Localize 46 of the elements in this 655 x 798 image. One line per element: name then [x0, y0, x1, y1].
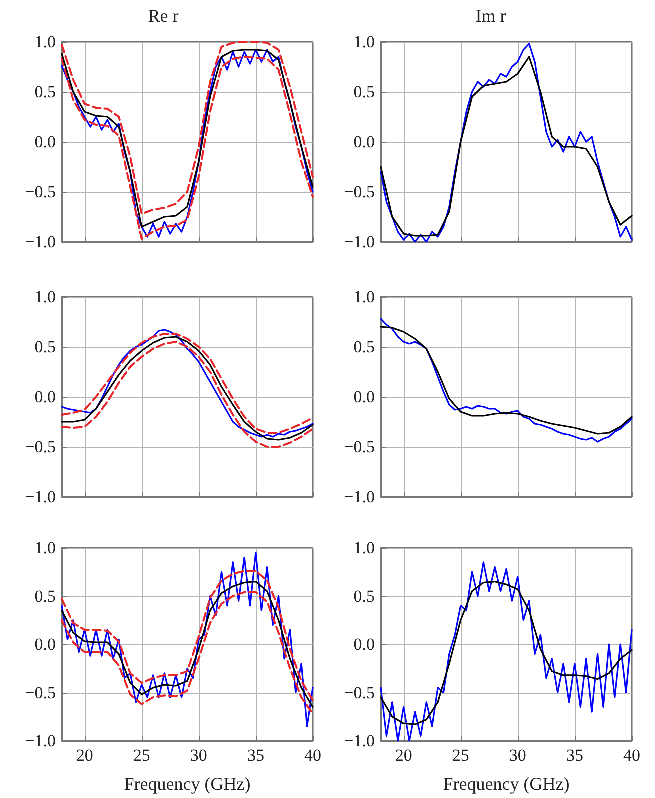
y-tick-label: 1.0: [34, 288, 56, 306]
y-tick-label: 0.5: [34, 338, 56, 356]
y-tick-label: 1.0: [354, 538, 375, 558]
y-tick-label: −1.0: [344, 488, 375, 506]
x-tick-label: 20: [76, 746, 94, 765]
y-tick-label: −0.5: [25, 182, 56, 202]
y-tick-label: −0.5: [344, 182, 375, 202]
x-tick-label: 40: [624, 746, 640, 765]
y-tick-label: 0.5: [34, 82, 56, 102]
y-tick-label: −1.0: [344, 732, 375, 750]
y-tick-label: 0.5: [354, 586, 375, 606]
x-tick-label: 20: [395, 746, 412, 765]
chart-title: Im r: [476, 6, 506, 26]
y-tick-label: −0.5: [25, 438, 56, 456]
line-series: [61, 552, 314, 728]
y-tick-label: 0.0: [354, 132, 375, 152]
y-tick-label: 0.5: [34, 586, 56, 606]
x-axis-title: Frequency (GHz): [124, 774, 251, 794]
y-tick-label: −0.5: [344, 438, 375, 456]
y-tick-label: 0.0: [354, 635, 375, 654]
y-tick-label: 0.5: [354, 82, 375, 102]
y-tick-label: 0.5: [354, 338, 375, 356]
y-tick-label: −1.0: [25, 232, 56, 252]
x-axis-title: Frequency (GHz): [443, 774, 570, 794]
y-tick-label: 1.0: [34, 32, 56, 52]
chart-title: Re r: [148, 6, 179, 26]
y-tick-label: 1.0: [354, 32, 375, 52]
y-tick-label: −0.5: [25, 683, 56, 702]
x-tick-label: 35: [566, 746, 584, 765]
line-series: [380, 580, 633, 726]
x-tick-label: 40: [304, 746, 322, 765]
y-tick-label: −1.0: [25, 488, 56, 506]
x-tick-label: 30: [190, 746, 208, 765]
y-tick-label: −0.5: [344, 683, 375, 702]
x-tick-label: 35: [247, 746, 264, 765]
x-tick-label: 25: [133, 746, 150, 765]
y-tick-label: 1.0: [354, 288, 375, 306]
y-tick-label: 0.0: [354, 388, 375, 406]
y-tick-label: 0.0: [34, 388, 56, 406]
x-tick-label: 30: [509, 746, 526, 765]
y-tick-label: 0.0: [34, 132, 56, 152]
y-tick-label: 1.0: [34, 538, 56, 558]
y-tick-label: 0.0: [34, 635, 56, 654]
x-tick-label: 25: [452, 746, 470, 765]
y-tick-label: −1.0: [25, 732, 56, 750]
y-tick-label: −1.0: [344, 232, 375, 252]
